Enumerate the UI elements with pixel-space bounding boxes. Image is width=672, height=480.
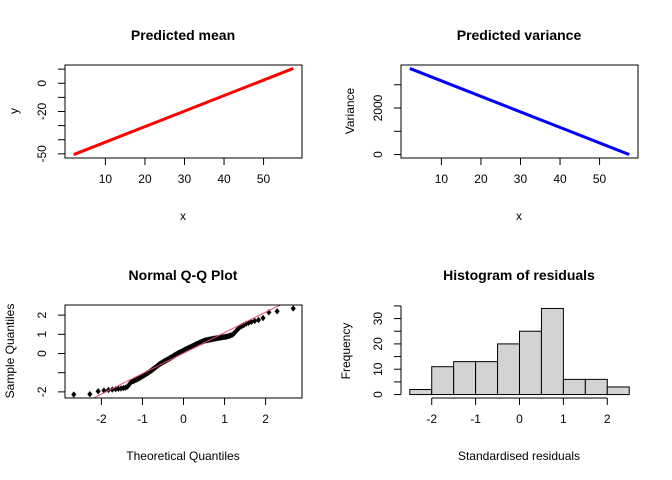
qq-point [95, 388, 101, 395]
x-tick-label: 30 [178, 172, 192, 186]
x-tick-label: 20 [474, 172, 488, 186]
y-tick-label: 0 [371, 391, 385, 398]
x-tick-label: 0 [180, 412, 187, 426]
x-tick-label: 50 [257, 172, 271, 186]
y-tick-label: 30 [371, 312, 385, 326]
y-tick-label: -50 [35, 145, 49, 163]
panel-title: Histogram of residuals [443, 267, 595, 283]
y-tick-label: 2000 [371, 94, 385, 121]
panel-predicted-variance: Predicted variance x Variance 10 20 30 40 50… [343, 27, 639, 223]
x-tick-label: 1 [221, 412, 228, 426]
qq-point [71, 391, 77, 398]
y-tick-label: 20 [371, 337, 385, 351]
y-tick-label: -2 [35, 386, 49, 397]
panel-normal-qq-plot: Normal Q-Q Plot Theoretical Quantiles Sa… [3, 267, 303, 463]
y-axis-label: Frequency [339, 323, 353, 380]
x-axis-label: x [516, 209, 522, 223]
x-tick-label: -1 [470, 412, 481, 426]
qq-point [252, 317, 258, 325]
x-tick-label: 40 [553, 172, 567, 186]
x-tick-label: -2 [96, 412, 107, 426]
histogram-bar [453, 361, 477, 396]
qq-reference-line [92, 305, 282, 398]
panel-histogram-of-residuals: Histogram of residuals Standardised resi… [339, 267, 630, 463]
qq-point [105, 386, 112, 394]
y-tick-label: 2 [35, 312, 49, 319]
histogram-bar [519, 330, 542, 396]
y-tick-label: 1 [35, 331, 49, 338]
x-tick-label: -2 [426, 412, 437, 426]
histogram-bar [562, 378, 586, 396]
qq-point [87, 390, 93, 398]
x-tick-label: 50 [593, 172, 607, 186]
y-tick-label: 10 [371, 362, 385, 376]
histogram-bar [475, 361, 499, 396]
qq-point [260, 314, 266, 322]
qq-point [101, 387, 107, 394]
x-axis-label: Theoretical Quantiles [126, 449, 239, 463]
series-line [409, 67, 630, 156]
panel-predicted-mean: Predicted mean x y 10 20 30 40 50 -50 -20 0 [7, 27, 303, 223]
series-line [73, 67, 294, 156]
qq-point [255, 316, 262, 324]
histogram-bar [497, 343, 520, 396]
histogram-bar [606, 386, 630, 396]
histogram-bar [409, 388, 433, 396]
y-tick-label: 0 [371, 151, 385, 158]
y-axis-label: Variance [343, 87, 357, 134]
y-axis-label: y [7, 108, 21, 114]
x-tick-label: 40 [217, 172, 231, 186]
y-tick-label: 0 [35, 350, 49, 357]
qq-point [290, 305, 296, 312]
x-tick-label: 1 [560, 412, 567, 426]
x-axis-label: x [180, 209, 186, 223]
histogram-bar [584, 378, 608, 396]
x-tick-label: -1 [137, 412, 148, 426]
x-tick-label: 30 [514, 172, 528, 186]
histogram-bar [431, 366, 455, 396]
y-tick-label: -20 [35, 103, 49, 121]
qq-point [122, 384, 129, 391]
x-tick-label: 2 [604, 412, 611, 426]
x-tick-label: 10 [435, 172, 449, 186]
panel-title: Normal Q-Q Plot [129, 267, 238, 283]
panel-title: Predicted variance [457, 27, 582, 43]
qq-point [274, 308, 280, 315]
panel-title: Predicted mean [131, 27, 235, 43]
y-axis-label: Sample Quantiles [3, 304, 17, 399]
x-tick-label: 10 [99, 172, 113, 186]
x-tick-label: 0 [516, 412, 523, 426]
x-tick-label: 2 [262, 412, 269, 426]
histogram-bar [540, 307, 564, 396]
qq-point [233, 328, 239, 335]
y-tick-label: 0 [35, 80, 49, 87]
x-tick-label: 20 [138, 172, 152, 186]
x-axis-label: Standardised residuals [458, 449, 580, 463]
